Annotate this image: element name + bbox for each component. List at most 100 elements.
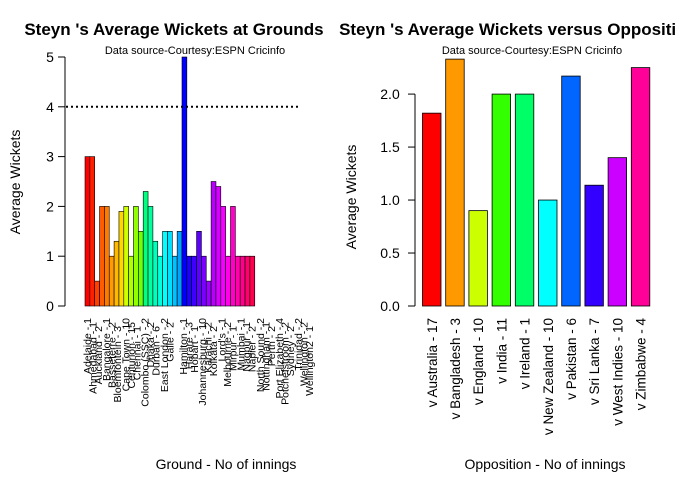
ground-category-label: Colombo (SSC) - 2 [140, 318, 152, 407]
ground-category-label: Adelaide - 1 [82, 318, 94, 374]
ground-category-label: Karachi - 2 [203, 322, 215, 373]
ground-category-label: Sydney - 2 [285, 326, 297, 376]
opposition-chart-category-labels: v Australia - 17 v Bangladesh - 3 v Englan… [425, 318, 649, 436]
opposition-category-label: v India - 11 [494, 318, 509, 384]
ground-bar [94, 280, 100, 307]
ground-bar [89, 156, 95, 307]
ground-bar [196, 231, 202, 307]
opposition-bar [561, 75, 581, 307]
ground-category-label: Mumbai - 1 [236, 318, 248, 371]
opposition-bar [630, 67, 651, 307]
ground-bar [118, 211, 125, 307]
opposition-category-label: v West Indies - 10 [610, 318, 625, 426]
ground-chart-y-axis: 0 1 2 3 4 5 [46, 49, 66, 314]
ground-category-label: Wellington2 - 1 [304, 326, 316, 396]
ground-bar [176, 231, 183, 307]
ground-chart-y-axis-label: Average Wickets [7, 130, 23, 235]
opposition-category-label: v Pakistan - 6 [564, 318, 579, 400]
ground-bar [133, 206, 139, 307]
ground-category-label: Port Elizabeth - 4 [274, 318, 286, 399]
ground-chart: Steyn 's Average Wickets at Grounds Data… [7, 20, 324, 472]
ground-category-label: Auckland - 2 [93, 326, 105, 385]
opposition-y-tick-label: 0.0 [380, 298, 400, 314]
opposition-chart-x-axis-label: Opposition - No of innings [464, 456, 625, 472]
ground-bar [225, 255, 231, 307]
ground-chart-title: Steyn 's Average Wickets at Grounds [24, 20, 323, 39]
ground-bar [167, 231, 173, 307]
ground-bar [99, 206, 105, 307]
ground-category-label: Nottingham - 1 [260, 322, 272, 391]
ground-bar [201, 255, 207, 307]
opposition-category-label: v Australia - 17 [425, 318, 440, 407]
ground-y-tick-label: 2 [46, 198, 54, 214]
ground-y-tick-label: 4 [46, 99, 54, 115]
opposition-category-label: v New Zealand - 10 [541, 318, 556, 435]
ground-category-label: Dhaka - 2 [145, 322, 157, 368]
ground-bar [205, 280, 212, 307]
opposition-category-label: v Sri Lanka - 7 [587, 318, 602, 405]
ground-category-label: Basseterre - 2 [107, 322, 119, 388]
ground-y-tick-label: 1 [46, 248, 54, 264]
opposition-category-label: v England - 10 [471, 318, 486, 405]
opposition-category-label: v Zimbabwe - 4 [634, 318, 649, 411]
opposition-bar [422, 112, 442, 307]
ground-y-tick-label: 0 [46, 298, 54, 314]
ground-chart-x-axis-label: Ground - No of innings [156, 456, 297, 472]
opposition-bar [445, 58, 465, 307]
ground-bar [191, 255, 197, 307]
opposition-chart-subtitle: Data source-Courtesy:ESPN Cricinfo [442, 45, 622, 57]
opposition-bar [468, 210, 488, 307]
opposition-category-label: v Ireland - 1 [518, 318, 533, 389]
ground-bar [104, 206, 110, 307]
ground-category-label: Potchefstroom - 2 [280, 322, 292, 405]
opposition-chart-bars [422, 58, 651, 307]
ground-category-label: Ahmedabad - 1 [88, 322, 100, 394]
ground-category-label: Johannesburg - 10 [197, 318, 209, 406]
ground-y-tick-label: 5 [46, 49, 54, 65]
ground-category-label: Hobart - 1 [189, 326, 201, 373]
ground-category-label: Bloemfontein - 3 [112, 326, 124, 403]
ground-chart-subtitle: Data source-Courtesy:ESPN Cricinfo [105, 45, 285, 57]
ground-bar [113, 240, 120, 307]
opposition-y-tick-label: 1.5 [380, 139, 400, 155]
ground-bar [162, 231, 168, 307]
opposition-chart-y-axis-label: Average Wickets [343, 145, 359, 250]
ground-bar [157, 255, 163, 307]
ground-category-label: Perth - 2 [266, 326, 278, 366]
ground-bar [181, 56, 188, 307]
ground-category-label: Durban - 6 [151, 326, 163, 376]
ground-bar [220, 206, 226, 307]
ground-category-label: Harare - 3 [184, 322, 196, 369]
ground-category-label: Wellington - 2 [299, 322, 311, 386]
ground-bar [128, 255, 134, 307]
ground-category-label: Lord's - 1 [216, 318, 228, 362]
opposition-chart: Steyn 's Average Wickets versus Oppositi… [339, 20, 676, 472]
ground-chart-bars [84, 56, 256, 307]
ground-category-label: Chennai - 1 [131, 326, 143, 380]
opposition-y-tick-label: 0.5 [380, 245, 400, 261]
ground-category-label: Nagpur - 1 [241, 322, 253, 372]
ground-bar [239, 255, 246, 307]
ground-y-tick-label: 3 [46, 149, 54, 165]
ground-bar [147, 206, 154, 307]
ground-bar [172, 255, 178, 307]
ground-bar [108, 255, 115, 307]
ground-bar [215, 186, 222, 307]
ground-bar [249, 255, 256, 307]
ground-bar [138, 231, 144, 307]
opposition-bar [584, 184, 604, 307]
ground-bar [123, 206, 129, 307]
ground-category-label: Napier - 2 [247, 326, 259, 372]
ground-bar [152, 240, 159, 307]
ground-category-label: Galle - 2 [164, 322, 176, 362]
opposition-chart-y-axis: 0.0 0.5 1.0 1.5 2.0 [380, 86, 416, 314]
opposition-bar [538, 199, 558, 307]
ground-category-label: Mirpur - 1 [227, 326, 239, 371]
ground-category-label: East London - 2 [159, 318, 171, 392]
ground-category-label: Cape Town - 10 [120, 318, 132, 392]
ground-category-label: Trinidad - 2 [293, 318, 305, 371]
ground-bar [186, 255, 193, 307]
